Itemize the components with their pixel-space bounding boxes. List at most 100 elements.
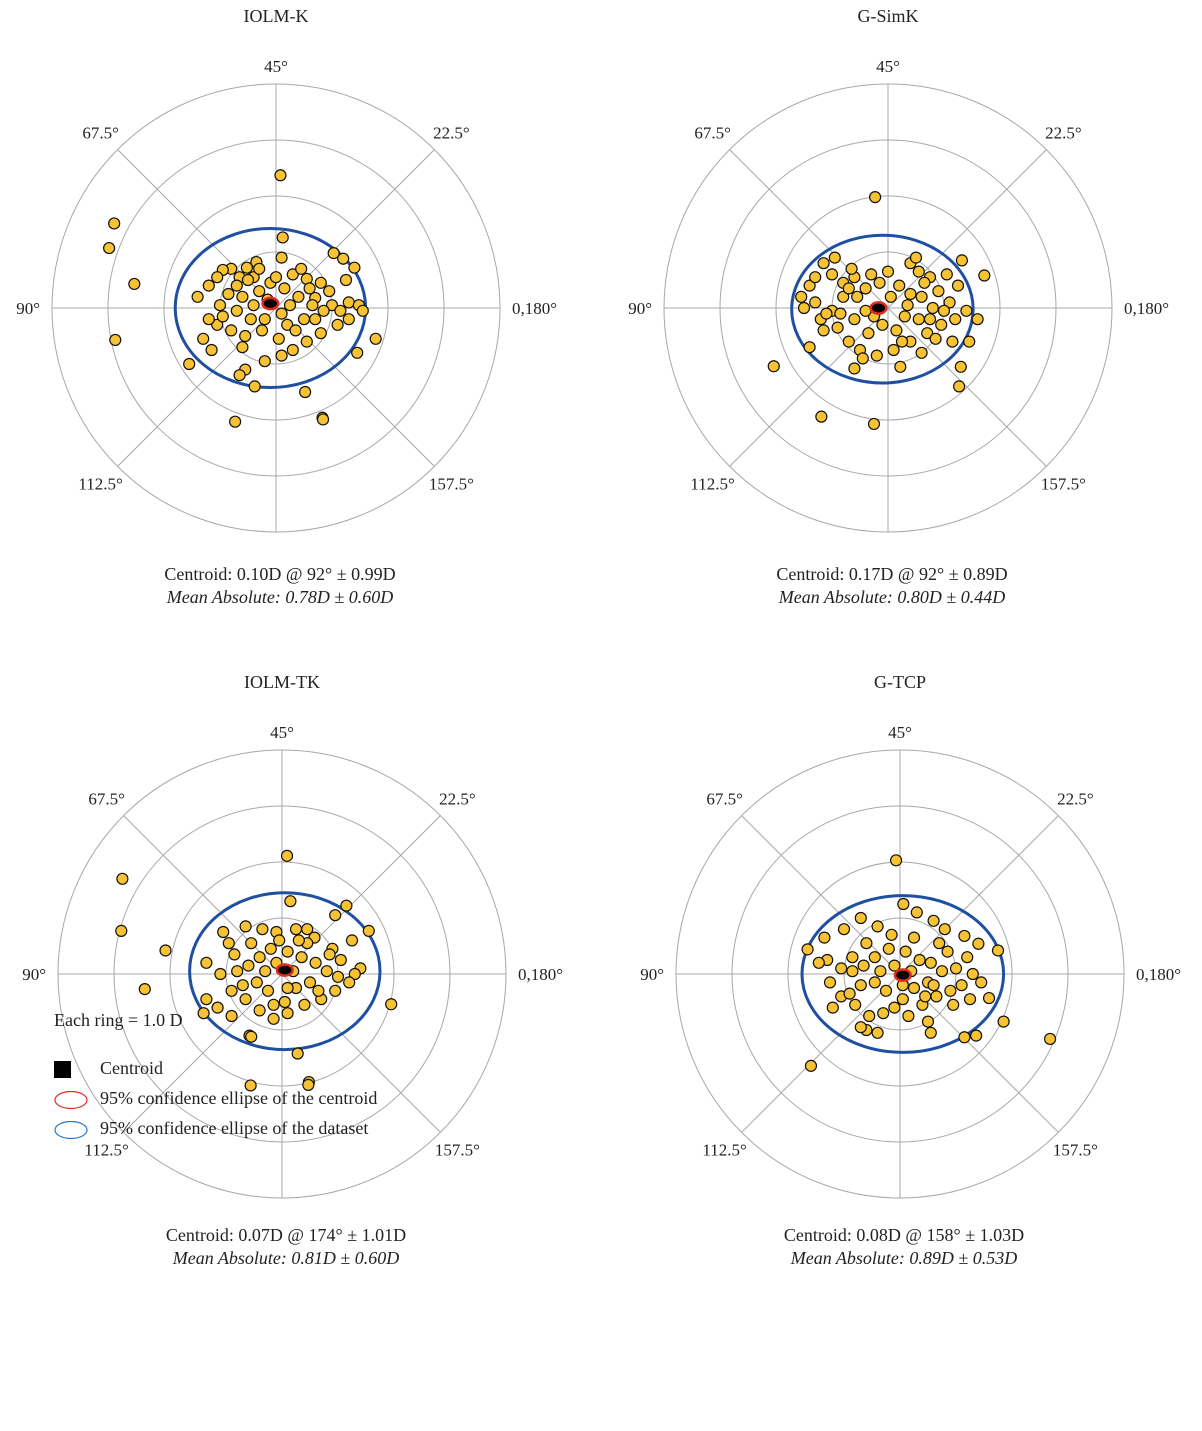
data-point bbox=[236, 290, 249, 303]
data-point bbox=[935, 318, 948, 331]
data-point bbox=[323, 285, 336, 298]
data-point bbox=[954, 360, 967, 373]
data-point bbox=[276, 231, 289, 244]
data-point bbox=[837, 923, 851, 936]
data-point bbox=[944, 984, 957, 997]
data-point bbox=[910, 906, 923, 919]
data-point bbox=[233, 369, 246, 382]
data-point bbox=[225, 324, 238, 337]
data-point bbox=[244, 313, 257, 326]
data-point bbox=[240, 261, 253, 274]
red-ellipse-icon bbox=[54, 1091, 88, 1110]
data-point bbox=[857, 959, 870, 972]
data-point bbox=[874, 965, 887, 978]
data-point bbox=[128, 277, 141, 291]
data-point bbox=[325, 299, 339, 312]
data-point bbox=[312, 984, 325, 997]
data-point bbox=[314, 327, 327, 340]
angle-label: 90° bbox=[16, 299, 40, 318]
data-point bbox=[292, 934, 305, 947]
data-point bbox=[116, 872, 129, 885]
data-point bbox=[828, 251, 841, 264]
legend-label: 95% confidence ellipse of the dataset bbox=[100, 1118, 369, 1138]
data-point bbox=[978, 269, 991, 282]
data-point bbox=[331, 970, 345, 983]
data-point bbox=[859, 282, 872, 295]
data-point bbox=[933, 937, 946, 950]
data-point bbox=[342, 313, 355, 326]
data-point bbox=[938, 923, 951, 936]
data-point bbox=[870, 349, 883, 362]
data-point bbox=[159, 944, 172, 957]
data-point bbox=[301, 923, 314, 936]
data-point bbox=[919, 990, 932, 1003]
polar-plot-svg: G-TCP 45° 22.5° 0,180° 157.5° 112.5° 90° 67.5° bbox=[640, 672, 1181, 1199]
data-point bbox=[334, 304, 347, 317]
data-point bbox=[281, 1007, 294, 1020]
plot-title: IOLM-TK bbox=[244, 672, 320, 692]
angle-label: 45° bbox=[876, 57, 900, 76]
polar-plot-svg: IOLM-TK 45° 22.5° 0,180° 157.5° 112.5° 90° 67.5… bbox=[22, 672, 563, 1199]
data-point bbox=[943, 296, 956, 309]
data-point bbox=[291, 1047, 304, 1060]
angle-label: 67.5° bbox=[88, 790, 125, 809]
data-point bbox=[823, 976, 837, 989]
data-point bbox=[302, 1078, 315, 1091]
data-point bbox=[281, 945, 294, 958]
plot-caption: Centroid: 0.08D @ 158° ± 1.03D Mean Abso… bbox=[624, 1224, 1184, 1270]
angle-label: 112.5° bbox=[690, 474, 734, 493]
data-point bbox=[912, 313, 925, 326]
data-point bbox=[927, 979, 940, 992]
data-point bbox=[961, 951, 974, 964]
dataset-confidence-ellipse bbox=[188, 891, 382, 1052]
data-point bbox=[103, 241, 116, 255]
data-point bbox=[867, 417, 881, 431]
plot-title: IOLM-K bbox=[244, 6, 309, 26]
data-point bbox=[815, 410, 828, 423]
data-point bbox=[963, 993, 977, 1006]
data-point bbox=[803, 341, 816, 354]
data-point bbox=[881, 265, 895, 278]
data-point bbox=[890, 324, 903, 337]
data-point bbox=[258, 355, 271, 368]
data-point bbox=[138, 983, 151, 996]
data-point bbox=[860, 937, 873, 950]
data-point bbox=[826, 1001, 839, 1014]
data-point bbox=[297, 313, 311, 326]
data-point bbox=[1043, 1032, 1057, 1046]
data-point bbox=[932, 285, 945, 298]
data-point bbox=[893, 279, 906, 292]
data-point bbox=[818, 931, 831, 944]
data-point bbox=[846, 951, 859, 964]
data-point bbox=[253, 262, 266, 275]
centroid-marker bbox=[874, 304, 883, 312]
data-point bbox=[309, 313, 322, 326]
data-point bbox=[889, 854, 903, 867]
data-point bbox=[327, 247, 340, 260]
data-point bbox=[876, 318, 889, 331]
centroid-summary: Centroid: 0.17D @ 92° ± 0.89D bbox=[776, 564, 1008, 584]
data-point bbox=[879, 984, 893, 997]
data-point bbox=[278, 995, 291, 1009]
data-point bbox=[292, 290, 305, 303]
data-point bbox=[222, 287, 235, 301]
data-point bbox=[275, 349, 288, 362]
data-point bbox=[804, 1059, 818, 1072]
data-point bbox=[884, 290, 897, 303]
data-point bbox=[343, 976, 356, 989]
data-point bbox=[385, 998, 398, 1011]
data-point bbox=[834, 307, 847, 320]
data-point bbox=[244, 1079, 257, 1092]
data-point bbox=[200, 956, 213, 969]
data-point bbox=[849, 998, 862, 1011]
data-point bbox=[937, 304, 951, 317]
data-point bbox=[245, 1030, 258, 1043]
data-point bbox=[895, 335, 909, 348]
data-point bbox=[835, 962, 848, 975]
data-point bbox=[202, 313, 215, 326]
data-point bbox=[256, 923, 269, 936]
data-point bbox=[809, 271, 822, 284]
data-point bbox=[888, 1001, 901, 1014]
data-point bbox=[894, 360, 907, 373]
data-point bbox=[230, 304, 243, 317]
